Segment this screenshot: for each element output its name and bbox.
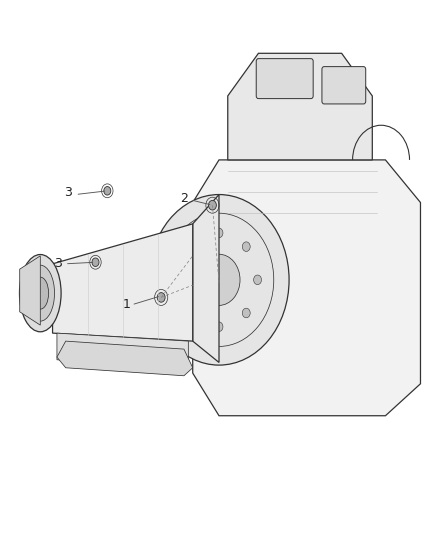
Circle shape: [149, 195, 289, 365]
Polygon shape: [228, 53, 372, 160]
Text: 1: 1: [122, 298, 130, 311]
Circle shape: [242, 308, 250, 318]
Circle shape: [177, 275, 184, 285]
Circle shape: [242, 242, 250, 252]
FancyBboxPatch shape: [322, 67, 366, 104]
Polygon shape: [20, 256, 40, 325]
Text: 3: 3: [54, 257, 62, 270]
Text: 2: 2: [180, 192, 188, 205]
Circle shape: [157, 293, 165, 302]
Circle shape: [188, 242, 196, 252]
Circle shape: [92, 258, 99, 266]
Ellipse shape: [26, 265, 54, 321]
Polygon shape: [53, 224, 193, 341]
Polygon shape: [193, 160, 420, 416]
Circle shape: [208, 200, 216, 210]
Polygon shape: [57, 333, 188, 368]
Circle shape: [104, 187, 111, 195]
Text: 3: 3: [64, 187, 72, 199]
Ellipse shape: [32, 277, 49, 309]
Circle shape: [215, 228, 223, 238]
FancyBboxPatch shape: [256, 59, 313, 99]
Ellipse shape: [19, 255, 61, 332]
Circle shape: [215, 322, 223, 332]
Circle shape: [254, 275, 261, 285]
Polygon shape: [193, 195, 219, 362]
Polygon shape: [57, 341, 193, 376]
Circle shape: [188, 308, 196, 318]
Circle shape: [198, 254, 240, 305]
